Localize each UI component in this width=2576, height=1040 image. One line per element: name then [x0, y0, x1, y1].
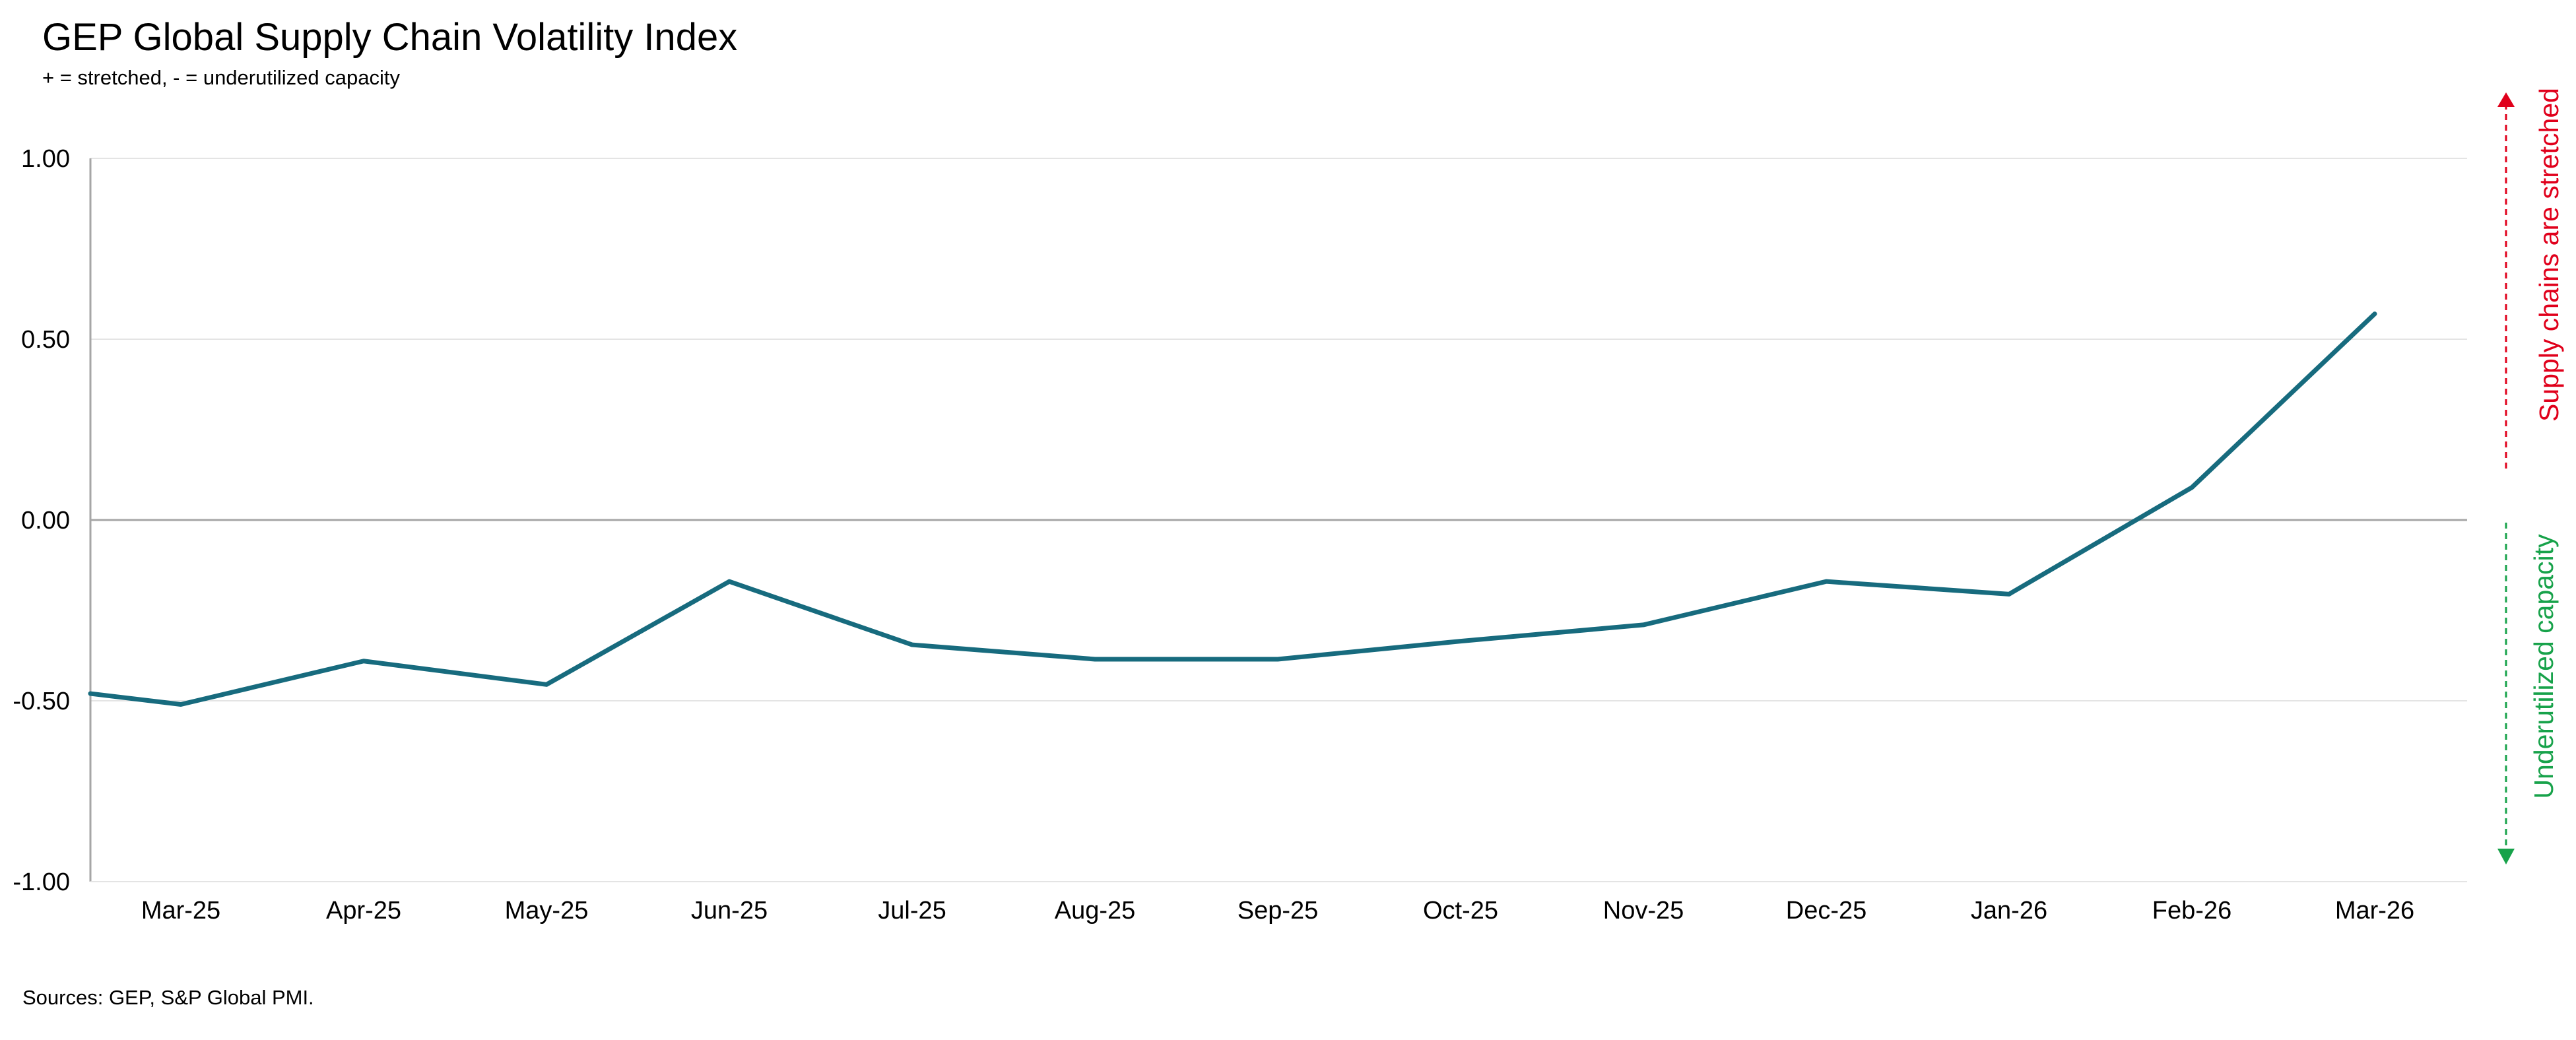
x-tick-label: Jan-26 — [1971, 897, 2047, 925]
x-tick-labels: Mar-25 Apr-25 May-25 Jun-25 Jul-25 Aug-25 Sep-… — [141, 897, 2414, 925]
stretched-arrow-head — [2497, 92, 2515, 107]
source-note: Sources: GEP, S&P Global PMI. — [22, 986, 314, 1009]
y-tick-label: 1.00 — [21, 145, 70, 173]
underutilized-arrow-head — [2497, 849, 2515, 864]
series-layer — [88, 311, 2377, 707]
y-tick-label: 0.00 — [21, 507, 70, 535]
axis-layer — [89, 158, 2467, 882]
x-tick-label: Dec-25 — [1786, 897, 1867, 925]
y-tick-labels: 1.00 0.50 0.00 -0.50 -1.00 — [13, 145, 70, 896]
x-tick-label: Aug-25 — [1055, 897, 1136, 925]
x-tick-label: Mar-26 — [2335, 897, 2414, 925]
side-annotations: Supply chains are stretched Underutilize… — [2497, 88, 2564, 864]
x-tick-label: Mar-25 — [141, 897, 220, 925]
chart-subtitle: + = stretched, - = underutilized capacit… — [42, 66, 400, 89]
y-tick-label: -1.00 — [13, 868, 70, 896]
underutilized-label: Underutilized capacity — [2528, 534, 2559, 799]
y-tick-label: 0.50 — [21, 326, 70, 354]
stretched-label: Supply chains are stretched — [2534, 88, 2564, 422]
y-tick-label: -0.50 — [13, 688, 70, 715]
grid-layer — [90, 158, 2467, 701]
x-tick-label: Oct-25 — [1423, 897, 1498, 925]
chart-title: GEP Global Supply Chain Volatility Index — [42, 16, 737, 59]
x-tick-label: May-25 — [505, 897, 589, 925]
x-tick-label: Sep-25 — [1238, 897, 1319, 925]
x-tick-label: Jul-25 — [878, 897, 946, 925]
x-tick-label: Jun-25 — [691, 897, 768, 925]
series-line — [88, 311, 2377, 707]
x-tick-label: Apr-25 — [326, 897, 401, 925]
x-tick-label: Feb-26 — [2152, 897, 2231, 925]
x-tick-label: Nov-25 — [1603, 897, 1684, 925]
